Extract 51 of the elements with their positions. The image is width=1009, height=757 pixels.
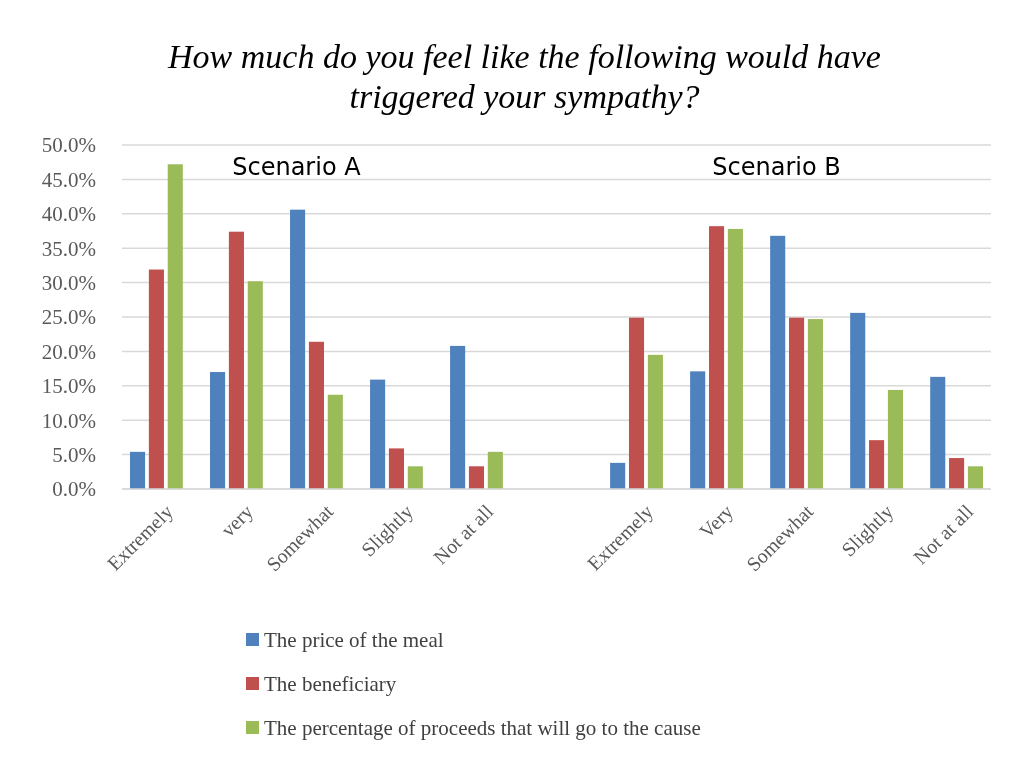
y-tick-label: 10.0% (41, 408, 96, 433)
bar (327, 394, 343, 489)
y-tick-label: 15.0% (41, 374, 96, 399)
annotation: Scenario A (232, 153, 362, 181)
bar (708, 226, 725, 489)
bar (148, 269, 164, 489)
legend-label: The beneficiary (264, 672, 397, 697)
x-tick-label: Very (695, 500, 738, 544)
bar (869, 440, 885, 489)
bar (247, 281, 263, 489)
bar (290, 209, 306, 489)
bar (610, 462, 626, 489)
chart-title: How much do you feel like the following would have triggered your sympathy? (167, 38, 881, 115)
annotation: Scenario B (712, 153, 841, 181)
bar (228, 231, 244, 489)
bar (370, 379, 386, 489)
bar (487, 451, 503, 489)
legend-label: The percentage of proceeds that will go to the cause (264, 716, 701, 741)
bar (727, 228, 743, 489)
y-tick-label: 5.0% (52, 442, 96, 467)
y-tick-label: 0.0% (52, 477, 96, 502)
bar (130, 451, 146, 489)
bar (167, 164, 183, 489)
x-tick-label: Not at all (429, 499, 498, 569)
bar (949, 458, 965, 489)
x-tick-label: very (216, 500, 258, 542)
x-tick-label: Not at all (909, 499, 978, 569)
y-tick-label: 25.0% (41, 305, 96, 330)
bar (690, 371, 706, 489)
bar (807, 319, 823, 489)
legend-label: The price of the meal (264, 628, 444, 653)
bar (210, 372, 226, 489)
bar (308, 341, 324, 489)
bar (647, 354, 663, 489)
bar (468, 466, 485, 489)
y-tick-label: 35.0% (41, 236, 96, 261)
bar (770, 235, 786, 489)
bar (407, 466, 423, 489)
bar (850, 312, 866, 489)
bar (789, 317, 805, 489)
bar (887, 389, 903, 489)
y-tick-label: 30.0% (41, 270, 96, 295)
bar (930, 376, 946, 489)
y-tick-label: 50.0% (41, 133, 96, 158)
bar (628, 317, 645, 489)
bar (967, 466, 983, 489)
bar (450, 345, 466, 489)
y-tick-label: 40.0% (41, 202, 96, 227)
bar (388, 448, 405, 489)
y-tick-label: 45.0% (41, 167, 96, 192)
y-tick-label: 20.0% (41, 339, 96, 364)
